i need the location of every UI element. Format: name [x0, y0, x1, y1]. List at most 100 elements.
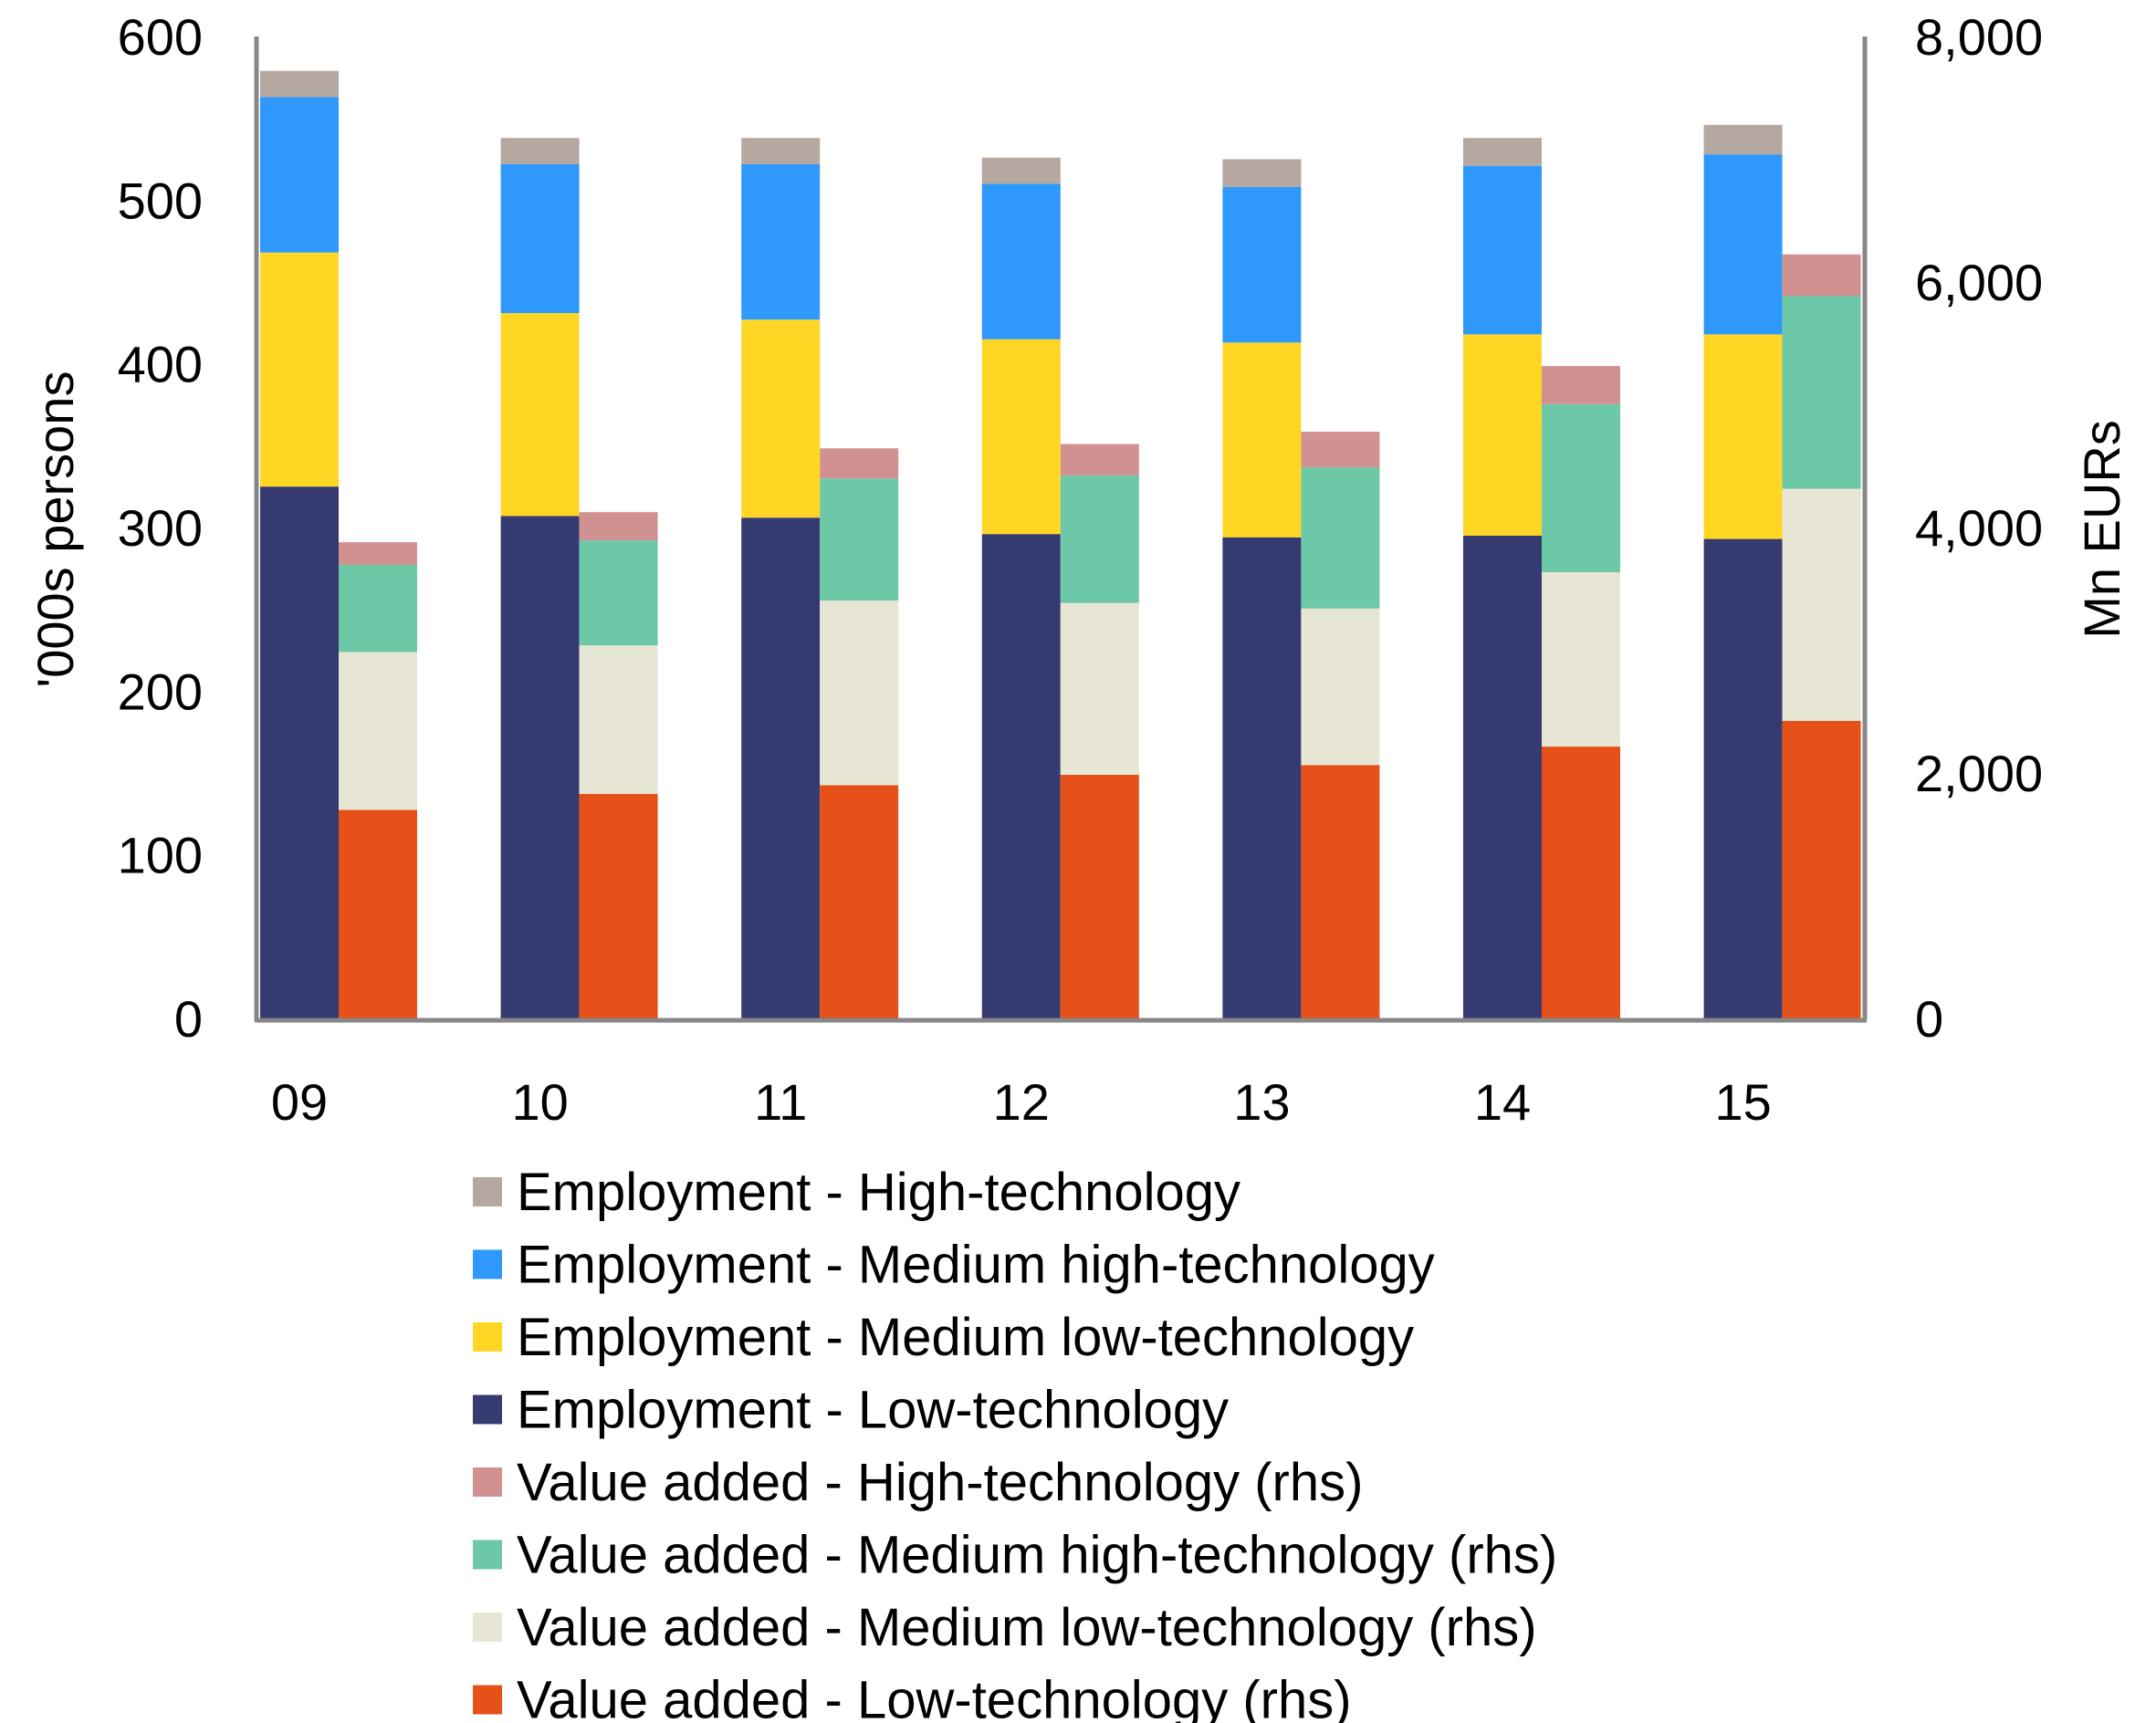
bar-value-added-3-09 — [339, 542, 417, 566]
legend-label: Employment - Medium high-technology — [517, 1236, 1435, 1295]
bar-value-added-1-14 — [1542, 572, 1620, 747]
bar-employment-2-15 — [1703, 154, 1783, 335]
bar-value-added-3-12 — [1060, 444, 1139, 475]
bar-value-added-0-10 — [579, 793, 658, 1018]
right-tick-label: 8,000 — [1915, 8, 2043, 66]
legend: Employment - High-technology Employment -… — [473, 1163, 1557, 1723]
bar-value-added-2-14 — [1542, 403, 1620, 573]
bar-employment-0-14 — [1463, 535, 1542, 1018]
bar-employment-3-15 — [1703, 124, 1783, 155]
legend-label: Value added - High-technology (rhs) — [517, 1453, 1363, 1512]
bar-employment-0-10 — [500, 516, 580, 1018]
left-tick-label: 300 — [118, 499, 203, 557]
legend-label: Value added - Medium high-technology (rh… — [517, 1526, 1557, 1585]
legend-swatch — [473, 1177, 502, 1206]
bar-value-added-1-13 — [1301, 608, 1380, 766]
legend-swatch — [473, 1394, 502, 1425]
legend-swatch — [473, 1249, 502, 1279]
left-tick-label: 600 — [118, 8, 203, 66]
bar-value-added-2-11 — [820, 478, 899, 601]
bar-value-added-0-15 — [1782, 720, 1861, 1018]
axes-layer — [254, 37, 1868, 1023]
legend-label: Value added - Medium low-technology (rhs… — [517, 1598, 1537, 1657]
bar-employment-3-14 — [1463, 138, 1542, 166]
bar-employment-3-09 — [260, 70, 339, 98]
bar-employment-1-12 — [981, 339, 1061, 535]
x-tick-label: 15 — [1714, 1073, 1771, 1131]
bar-value-added-3-10 — [579, 512, 658, 541]
x-tick-label: 14 — [1474, 1073, 1531, 1131]
bar-value-added-3-14 — [1542, 366, 1620, 404]
bar-value-added-1-09 — [339, 652, 417, 810]
bar-employment-3-12 — [981, 157, 1061, 184]
legend-swatch — [473, 1322, 502, 1352]
bar-employment-2-12 — [981, 183, 1061, 339]
legend-swatch — [473, 1540, 502, 1570]
bar-employment-0-09 — [260, 486, 339, 1018]
legend-swatch — [473, 1685, 502, 1715]
bar-employment-3-11 — [741, 138, 821, 164]
x-tick-labels: 09 10 11 12 13 14 15 — [271, 1073, 1772, 1131]
bar-value-added-1-11 — [820, 600, 899, 786]
left-tick-label: 400 — [118, 336, 203, 393]
bar-employment-1-15 — [1703, 334, 1783, 539]
right-tick-labels: 0 2,000 4,000 6,000 8,000 — [1915, 8, 2043, 1048]
bar-employment-3-10 — [500, 138, 580, 164]
bar-value-added-1-12 — [1060, 602, 1139, 776]
bar-value-added-2-15 — [1782, 296, 1861, 489]
bar-value-added-1-15 — [1782, 488, 1861, 721]
right-tick-label: 4,000 — [1915, 499, 2043, 557]
bars-layer — [260, 70, 1861, 1018]
legend-label: Value added - Low-technology (rhs) — [517, 1671, 1352, 1723]
bar-employment-0-11 — [741, 517, 821, 1018]
bar-value-added-0-14 — [1542, 747, 1620, 1018]
left-axis-title: '000s persons — [26, 371, 84, 688]
left-tick-label: 0 — [174, 990, 203, 1048]
legend-swatch — [473, 1467, 502, 1497]
bar-value-added-3-15 — [1782, 254, 1861, 297]
left-tick-label: 100 — [118, 827, 203, 884]
right-tick-label: 6,000 — [1915, 254, 2043, 311]
left-tick-labels: 0 100 200 300 400 500 600 — [118, 8, 203, 1048]
bar-employment-2-14 — [1463, 165, 1542, 335]
legend-swatch — [473, 1613, 502, 1642]
bar-employment-1-13 — [1222, 342, 1302, 538]
bar-employment-1-11 — [741, 319, 821, 518]
left-tick-label: 200 — [118, 663, 203, 720]
bar-employment-2-10 — [500, 163, 580, 314]
legend-label: Employment - Low-technology — [517, 1381, 1229, 1440]
bar-value-added-2-10 — [579, 540, 658, 646]
x-tick-label: 10 — [511, 1073, 568, 1131]
bar-value-added-0-09 — [339, 809, 417, 1018]
bar-value-added-0-11 — [820, 785, 899, 1018]
x-tick-label: 13 — [1233, 1073, 1290, 1131]
x-tick-label: 12 — [993, 1073, 1050, 1131]
right-axis-title: Mn EURs — [2073, 420, 2130, 639]
bar-value-added-2-12 — [1060, 475, 1139, 603]
bar-employment-0-15 — [1703, 538, 1783, 1018]
right-tick-label: 0 — [1915, 990, 1943, 1048]
bar-employment-0-13 — [1222, 537, 1302, 1018]
bar-value-added-3-11 — [820, 448, 899, 479]
right-tick-label: 2,000 — [1915, 745, 2043, 802]
bar-value-added-2-13 — [1301, 467, 1380, 609]
bar-employment-1-14 — [1463, 334, 1542, 536]
bar-value-added-0-12 — [1060, 775, 1139, 1018]
legend-label: Employment - High-technology — [517, 1163, 1240, 1222]
bar-value-added-3-13 — [1301, 432, 1380, 468]
bar-employment-0-12 — [981, 534, 1061, 1018]
bar-employment-2-11 — [741, 163, 821, 320]
bar-value-added-0-13 — [1301, 765, 1380, 1018]
left-tick-label: 500 — [118, 172, 203, 229]
bar-employment-2-13 — [1222, 186, 1302, 343]
x-tick-label: 11 — [754, 1073, 807, 1131]
bar-value-added-1-10 — [579, 645, 658, 794]
bar-employment-1-09 — [260, 252, 339, 487]
bar-value-added-2-09 — [339, 565, 417, 653]
x-tick-label: 09 — [271, 1073, 328, 1131]
bar-employment-3-13 — [1222, 159, 1302, 187]
bar-employment-1-10 — [500, 313, 580, 517]
bar-employment-2-09 — [260, 97, 339, 253]
legend-label: Employment - Medium low-technology — [517, 1308, 1414, 1367]
